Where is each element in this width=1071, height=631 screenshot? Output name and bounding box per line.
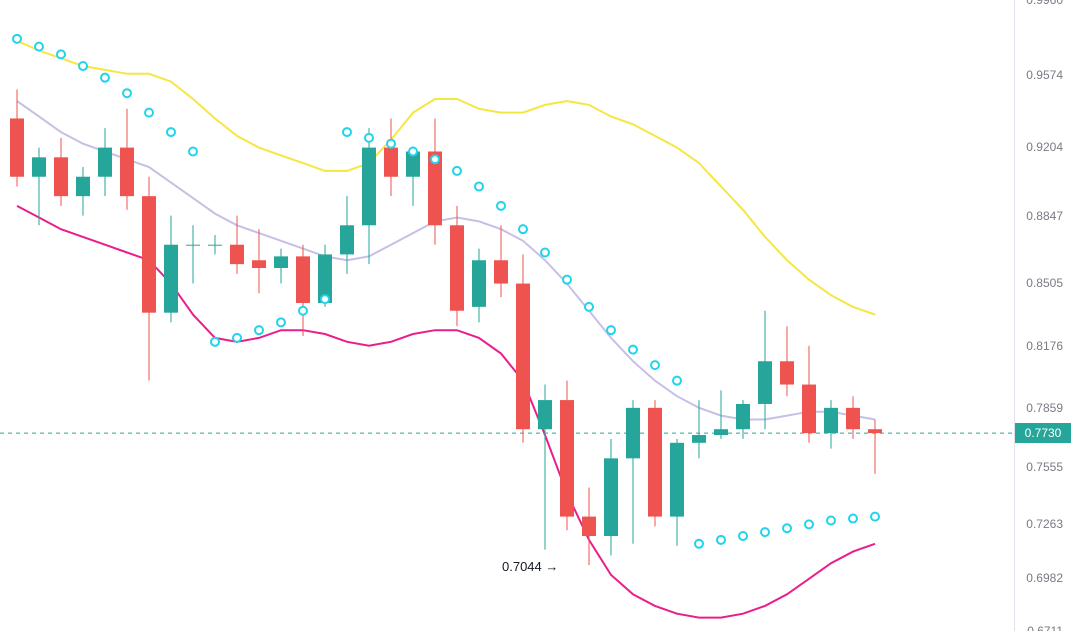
psar-dot xyxy=(409,147,417,155)
psar-dot xyxy=(585,303,593,311)
candle-body[interactable] xyxy=(714,429,728,435)
psar-dot xyxy=(365,134,373,142)
psar-dot xyxy=(739,532,747,540)
y-tick-label: 0.8176 xyxy=(1026,339,1063,353)
candle-body[interactable] xyxy=(296,256,310,303)
candle-body[interactable] xyxy=(670,443,684,517)
candle-body[interactable] xyxy=(758,361,772,404)
candle-body[interactable] xyxy=(626,408,640,458)
psar-dot xyxy=(827,516,835,524)
price-chart[interactable]: 0.9960 0.9574 0.9204 0.8847 0.8505 0.8176 0.78… xyxy=(0,0,1071,631)
candle-body[interactable] xyxy=(10,118,24,176)
y-tick-label: 0.9574 xyxy=(1026,68,1063,82)
candle-body[interactable] xyxy=(538,400,552,429)
y-tick-label: 0.6711 xyxy=(1027,624,1063,631)
candle-body[interactable] xyxy=(604,458,618,536)
candle-body[interactable] xyxy=(208,245,222,246)
y-tick-label: 0.9960 xyxy=(1026,0,1063,7)
psar-dot xyxy=(299,307,307,315)
candle-body[interactable] xyxy=(230,245,244,264)
psar-dot xyxy=(145,109,153,117)
psar-dot xyxy=(541,248,549,256)
psar-dot xyxy=(277,318,285,326)
psar-dot xyxy=(519,225,527,233)
candle-body[interactable] xyxy=(54,157,68,196)
psar-dot xyxy=(57,50,65,58)
candle-body[interactable] xyxy=(142,196,156,313)
candle-body[interactable] xyxy=(516,284,530,430)
candle-body[interactable] xyxy=(98,148,112,177)
candle-body[interactable] xyxy=(692,435,706,443)
psar-dot xyxy=(629,346,637,354)
psar-dot xyxy=(695,540,703,548)
candle-body[interactable] xyxy=(802,385,816,434)
psar-dot xyxy=(13,35,21,43)
psar-dot xyxy=(233,334,241,342)
psar-dot xyxy=(805,520,813,528)
candle-body[interactable] xyxy=(648,408,662,517)
psar-dot xyxy=(255,326,263,334)
psar-dot xyxy=(79,62,87,70)
psar-dot xyxy=(849,515,857,523)
candle-body[interactable] xyxy=(164,245,178,313)
y-tick-label: 0.7263 xyxy=(1026,517,1063,531)
candle-body[interactable] xyxy=(186,245,200,246)
psar-dot xyxy=(563,276,571,284)
current-price-tag: 0.7730 xyxy=(1015,423,1071,443)
psar-dot xyxy=(497,202,505,210)
y-tick-label: 0.8847 xyxy=(1026,209,1063,223)
candle-body[interactable] xyxy=(868,429,882,433)
psar-dot xyxy=(673,377,681,385)
y-tick-label: 0.7555 xyxy=(1026,460,1063,474)
candle-body[interactable] xyxy=(76,177,90,196)
candle-body[interactable] xyxy=(582,517,596,536)
psar-dot xyxy=(717,536,725,544)
candle-body[interactable] xyxy=(384,148,398,177)
psar-dot xyxy=(387,140,395,148)
y-tick-label: 0.9204 xyxy=(1026,140,1063,154)
y-tick-label: 0.6982 xyxy=(1026,571,1063,585)
psar-dot xyxy=(871,513,879,521)
low-price-annotation: 0.7044 → xyxy=(502,559,558,574)
candle-body[interactable] xyxy=(846,408,860,429)
psar-dot xyxy=(453,167,461,175)
candle-body[interactable] xyxy=(274,256,288,268)
candle-body[interactable] xyxy=(494,260,508,283)
psar-dot xyxy=(475,182,483,190)
candle-body[interactable] xyxy=(824,408,838,433)
psar-dot xyxy=(189,147,197,155)
psar-dot xyxy=(651,361,659,369)
candle-body[interactable] xyxy=(32,157,46,176)
psar-dot xyxy=(761,528,769,536)
candle-body[interactable] xyxy=(340,225,354,254)
y-tick-label: 0.7859 xyxy=(1026,401,1063,415)
psar-dot xyxy=(321,295,329,303)
candle-body[interactable] xyxy=(560,400,574,517)
candle-body[interactable] xyxy=(252,260,266,268)
psar-dot xyxy=(343,128,351,136)
chart-canvas[interactable] xyxy=(0,0,1015,631)
psar-dot xyxy=(607,326,615,334)
candle-body[interactable] xyxy=(450,225,464,310)
candle-body[interactable] xyxy=(736,404,750,429)
psar-dot xyxy=(35,43,43,51)
y-axis: 0.9960 0.9574 0.9204 0.8847 0.8505 0.8176 0.78… xyxy=(1014,0,1071,631)
psar-dot xyxy=(167,128,175,136)
annotation-text: 0.7044 → xyxy=(502,559,558,574)
psar-dot xyxy=(123,89,131,97)
candle-body[interactable] xyxy=(780,361,794,384)
candle-body[interactable] xyxy=(362,148,376,226)
psar-dot xyxy=(211,338,219,346)
psar-dot xyxy=(783,524,791,532)
candle-body[interactable] xyxy=(120,148,134,197)
candle-body[interactable] xyxy=(472,260,486,307)
psar-dot xyxy=(101,74,109,82)
y-tick-label: 0.8505 xyxy=(1026,276,1063,290)
psar-dot xyxy=(431,155,439,163)
